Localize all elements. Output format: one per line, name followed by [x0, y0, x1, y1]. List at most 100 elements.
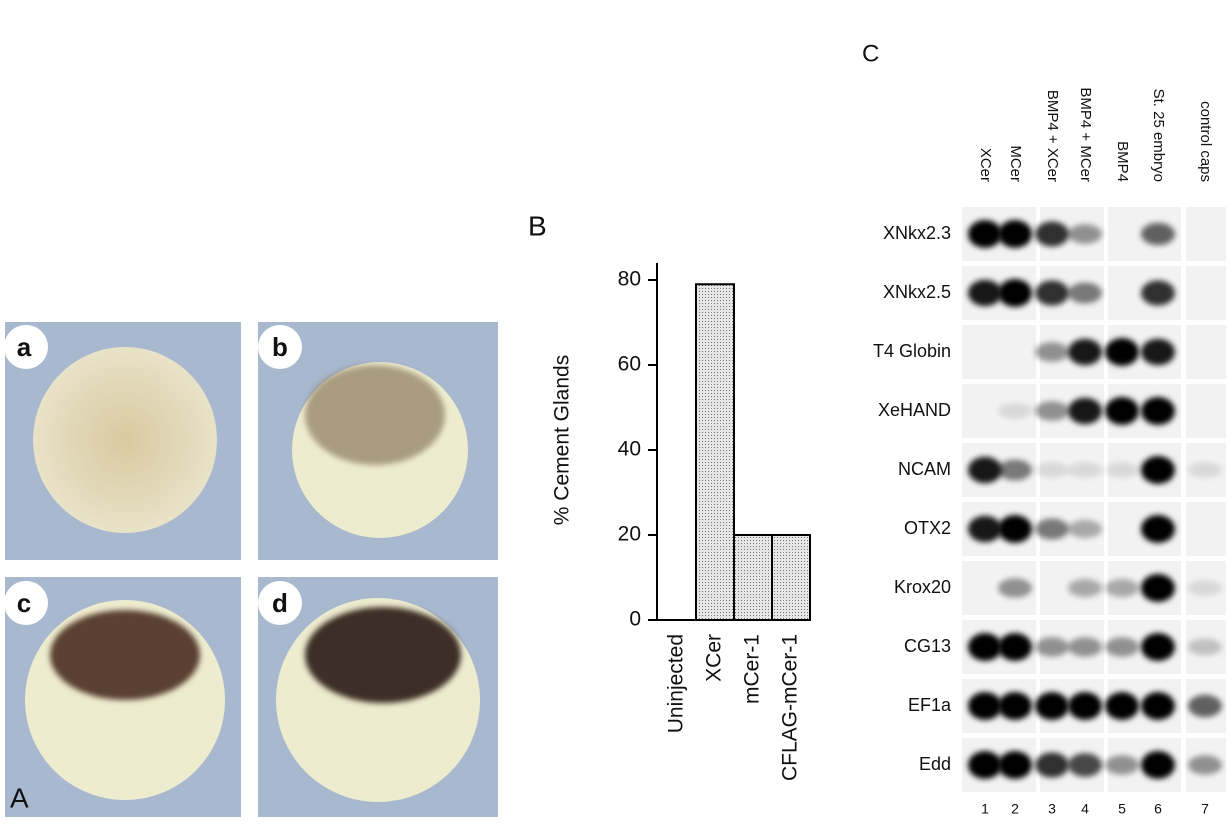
gene-label: XNkx2.3 — [883, 223, 951, 243]
band — [968, 220, 1002, 248]
blot-strip — [1186, 325, 1226, 379]
x-tick-label: Uninjected — [665, 634, 688, 733]
band — [1141, 574, 1175, 602]
lane-number: 5 — [1118, 801, 1126, 817]
band — [1035, 401, 1069, 421]
panel-c: C XCer 1 MCer 2 BMP4 + XCer 3 BMP4 + MCer 4 BMP4… — [862, 40, 1226, 817]
band — [1188, 694, 1222, 718]
lane-label: St. 25 embryo — [1150, 89, 1167, 182]
band — [1188, 755, 1222, 775]
band — [998, 403, 1032, 419]
gene-label: XeHAND — [878, 400, 951, 420]
band — [1105, 578, 1139, 598]
bar — [733, 534, 773, 621]
gene-label: EF1a — [908, 695, 952, 715]
x-tick-label: mCer-1 — [741, 634, 764, 704]
band — [1068, 224, 1102, 244]
stain — [305, 607, 461, 703]
band — [998, 692, 1032, 720]
band — [1105, 462, 1139, 478]
band — [968, 279, 1002, 307]
blot-strip — [962, 325, 1036, 379]
lane-label: XCer — [977, 148, 994, 182]
blot-strip — [1186, 502, 1226, 556]
blot-strip — [1186, 384, 1226, 438]
band — [1105, 338, 1139, 366]
band — [968, 633, 1002, 661]
band — [968, 692, 1002, 720]
panel-b: B % Cement Glands 0 20 40 60 80 Uninjected XCe… — [528, 210, 811, 781]
lane-label: BMP4 — [1114, 141, 1131, 182]
subpanel-label: c — [17, 588, 31, 618]
lane-label: BMP4 + XCer — [1044, 90, 1061, 182]
band — [1105, 397, 1139, 425]
band — [1141, 280, 1175, 306]
band — [1188, 462, 1222, 478]
lane-number: 2 — [1011, 801, 1019, 817]
x-tick-label: XCer — [703, 634, 726, 682]
band — [998, 220, 1032, 248]
subpanel-label: d — [272, 588, 288, 618]
band — [1141, 397, 1175, 425]
gene-label: Krox20 — [894, 577, 951, 597]
band — [998, 633, 1032, 661]
band — [1188, 580, 1222, 596]
band — [998, 751, 1032, 779]
band — [1068, 338, 1102, 366]
gene-label: Edd — [919, 754, 951, 774]
blot-strip — [1186, 207, 1226, 261]
band — [968, 515, 1002, 543]
band — [1141, 338, 1175, 366]
label-circle — [4, 325, 48, 369]
band — [1141, 456, 1175, 484]
band — [1141, 692, 1175, 720]
band — [1068, 462, 1102, 478]
lane-number: 6 — [1154, 801, 1162, 817]
band — [1035, 637, 1069, 657]
band — [968, 456, 1002, 484]
lane-number: 3 — [1048, 801, 1056, 817]
subpanel-label: a — [17, 332, 32, 362]
panel-label: A — [10, 782, 29, 813]
panel-label: C — [862, 40, 879, 67]
panel-a: a b c d A — [4, 322, 498, 817]
band — [1068, 637, 1102, 657]
band — [1141, 751, 1175, 779]
stain — [305, 365, 445, 465]
lane-label: control caps — [1197, 101, 1214, 182]
band — [1035, 280, 1069, 306]
gene-label: T4 Globin — [873, 341, 951, 361]
band — [998, 459, 1032, 481]
label-circle — [258, 581, 302, 625]
band — [1188, 638, 1222, 656]
x-tick-label: CFLAG-mCer-1 — [779, 634, 802, 781]
band — [1105, 755, 1139, 775]
band — [998, 515, 1032, 543]
y-tick-label: 60 — [618, 353, 641, 376]
band — [1068, 753, 1102, 777]
band — [998, 578, 1032, 598]
y-tick-label: 40 — [618, 438, 641, 461]
lane-number: 7 — [1201, 801, 1209, 817]
band — [998, 279, 1032, 307]
lane-label: BMP4 + MCer — [1077, 87, 1094, 182]
band — [1141, 633, 1175, 661]
band — [1068, 578, 1102, 598]
label-circle — [4, 581, 48, 625]
band — [1035, 518, 1069, 540]
band — [1141, 515, 1175, 543]
band — [968, 751, 1002, 779]
y-axis-title: % Cement Glands — [551, 355, 574, 525]
gene-label: OTX2 — [904, 518, 951, 538]
band — [1105, 637, 1139, 657]
y-tick-label: 20 — [618, 523, 641, 546]
blot-strip — [1186, 266, 1226, 320]
y-tick-label: 0 — [629, 608, 641, 631]
embryo — [33, 347, 217, 533]
bar — [771, 534, 811, 621]
band — [1035, 221, 1069, 247]
band — [1035, 752, 1069, 778]
gene-label: XNkx2.5 — [883, 282, 951, 302]
band — [1068, 519, 1102, 539]
